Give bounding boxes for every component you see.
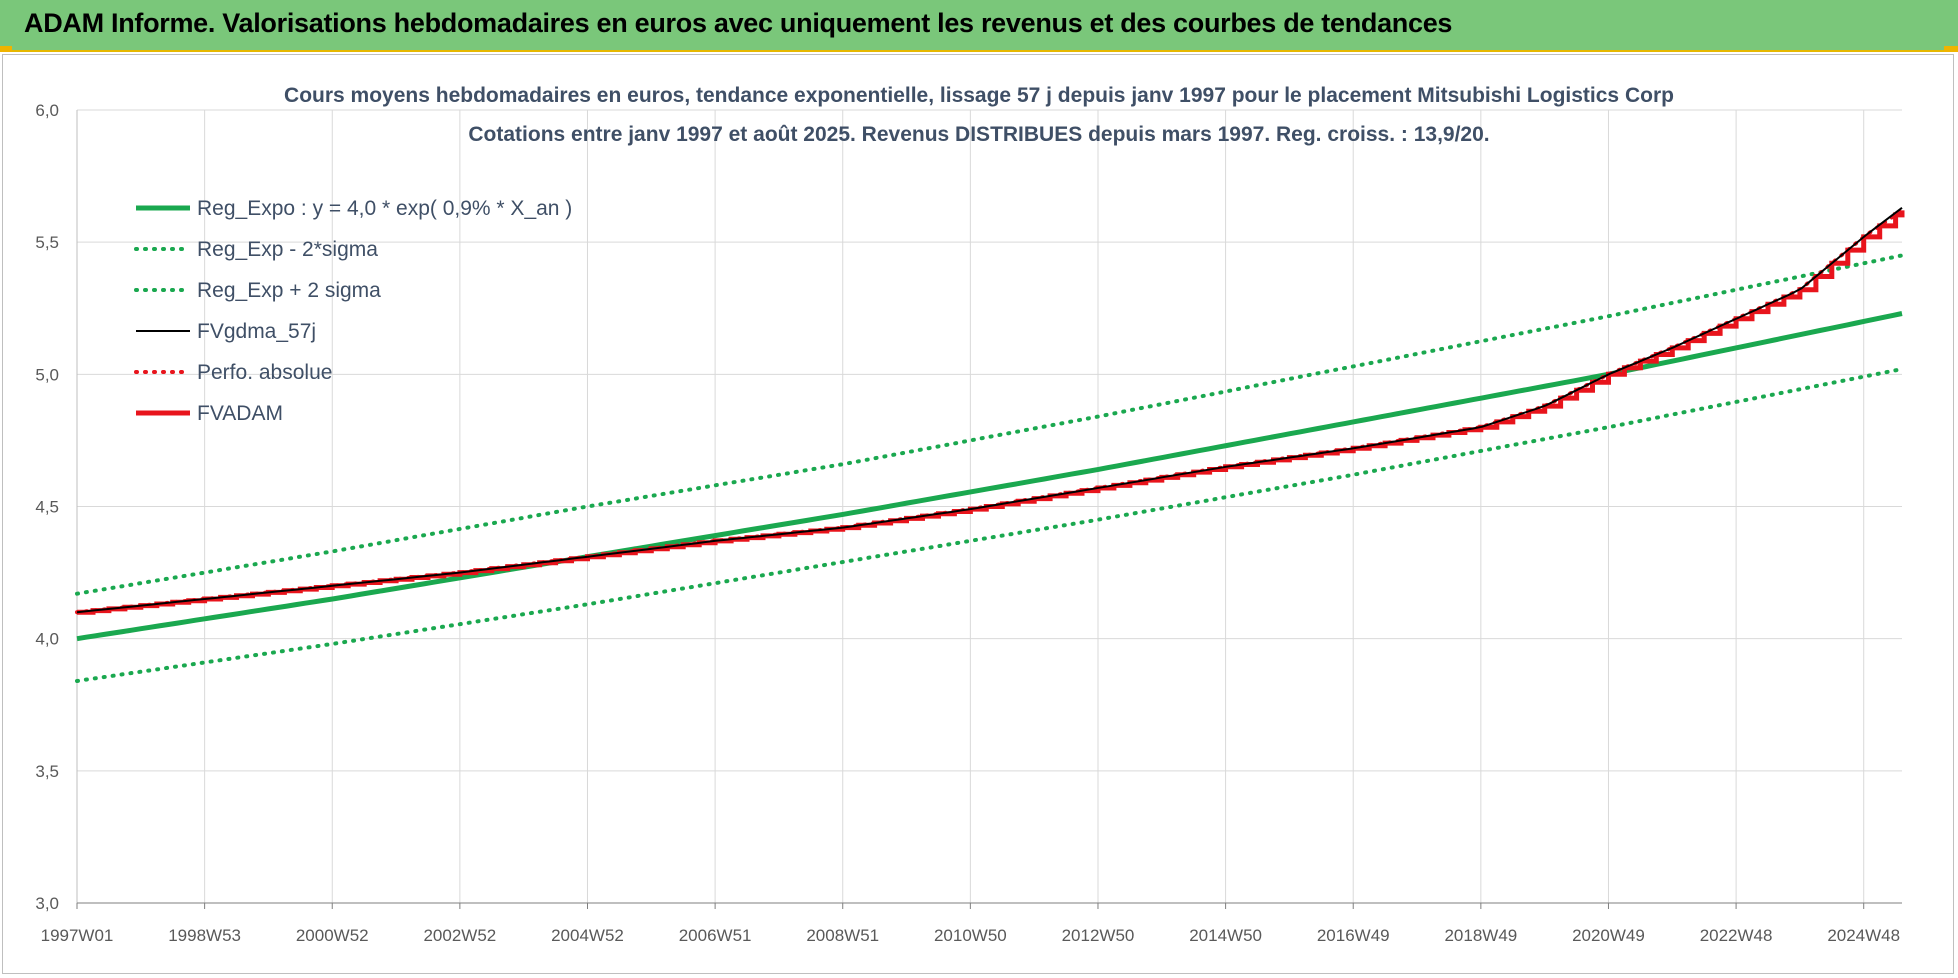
x-tick-label: 2010W50	[934, 926, 1007, 945]
x-tick-label: 1997W01	[41, 926, 114, 945]
legend: Reg_Expo : y = 4,0 * exp( 0,9% * X_an ) R…	[134, 197, 572, 425]
x-tick-label: 2008W51	[806, 926, 879, 945]
x-tick-label: 2018W49	[1444, 926, 1517, 945]
x-tick-label: 2000W52	[296, 926, 369, 945]
y-tick-label: 3,5	[35, 762, 59, 781]
legend-label-reg-exp-minus-2sigma: Reg_Exp - 2*sigma	[197, 238, 378, 261]
plot-series	[75, 207, 1905, 683]
x-tick-label: 2024W48	[1827, 926, 1900, 945]
x-tick-label: 2002W52	[423, 926, 496, 945]
series-line-reg-exp-plus-2sigma	[75, 253, 1904, 596]
corner-marker-left	[0, 46, 12, 52]
chart-title: Cours moyens hebdomadaires en euros, ten…	[284, 84, 1674, 107]
x-tick-label: 2022W48	[1700, 926, 1773, 945]
legend-label-reg-expo: Reg_Expo : y = 4,0 * exp( 0,9% * X_an )	[197, 197, 572, 220]
corner-marker-right	[1944, 46, 1958, 52]
axis-ticks: 3,0 3,5 4,0 4,5 5,0 5,5 6,0 1997W01 1998W53 2000W…	[35, 101, 1900, 945]
series-line-reg-expo	[76, 311, 1903, 642]
x-tick-label: 2004W52	[551, 926, 624, 945]
series-line-perfo-absolue	[75, 208, 1904, 615]
legend-label-perfo-absolue: Perfo. absolue	[197, 361, 332, 384]
y-tick-label: 3,0	[35, 894, 59, 913]
chart-subtitle: Cotations entre janv 1997 et août 2025. …	[468, 123, 1489, 146]
grid	[76, 109, 1902, 909]
x-tick-label: 1998W53	[168, 926, 241, 945]
legend-label-fvgdma-57j: FVgdma_57j	[197, 320, 316, 343]
y-tick-label: 5,5	[35, 233, 59, 252]
legend-label-fvadam: FVADAM	[197, 402, 283, 425]
y-tick-label: 6,0	[35, 101, 59, 120]
legend-label-reg-exp-plus-2sigma: Reg_Exp + 2 sigma	[197, 279, 381, 302]
report-banner: ADAM Informe. Valorisations hebdomadaire…	[0, 0, 1958, 52]
x-tick-label: 2014W50	[1189, 926, 1262, 945]
y-tick-label: 4,0	[35, 630, 59, 649]
report-title: ADAM Informe. Valorisations hebdomadaire…	[24, 8, 1453, 38]
x-tick-label: 2020W49	[1572, 926, 1645, 945]
series-line-fvgdma-57j	[76, 207, 1903, 614]
x-tick-label: 2016W49	[1317, 926, 1390, 945]
series-line-reg-exp-minus-2sigma	[75, 367, 1904, 683]
x-tick-label: 2012W50	[1062, 926, 1135, 945]
x-tick-label: 2006W51	[679, 926, 752, 945]
chart-frame	[2, 54, 1954, 974]
y-tick-label: 5,0	[35, 365, 59, 384]
series-line-fvadam	[77, 210, 1905, 615]
y-tick-label: 4,5	[35, 498, 59, 517]
